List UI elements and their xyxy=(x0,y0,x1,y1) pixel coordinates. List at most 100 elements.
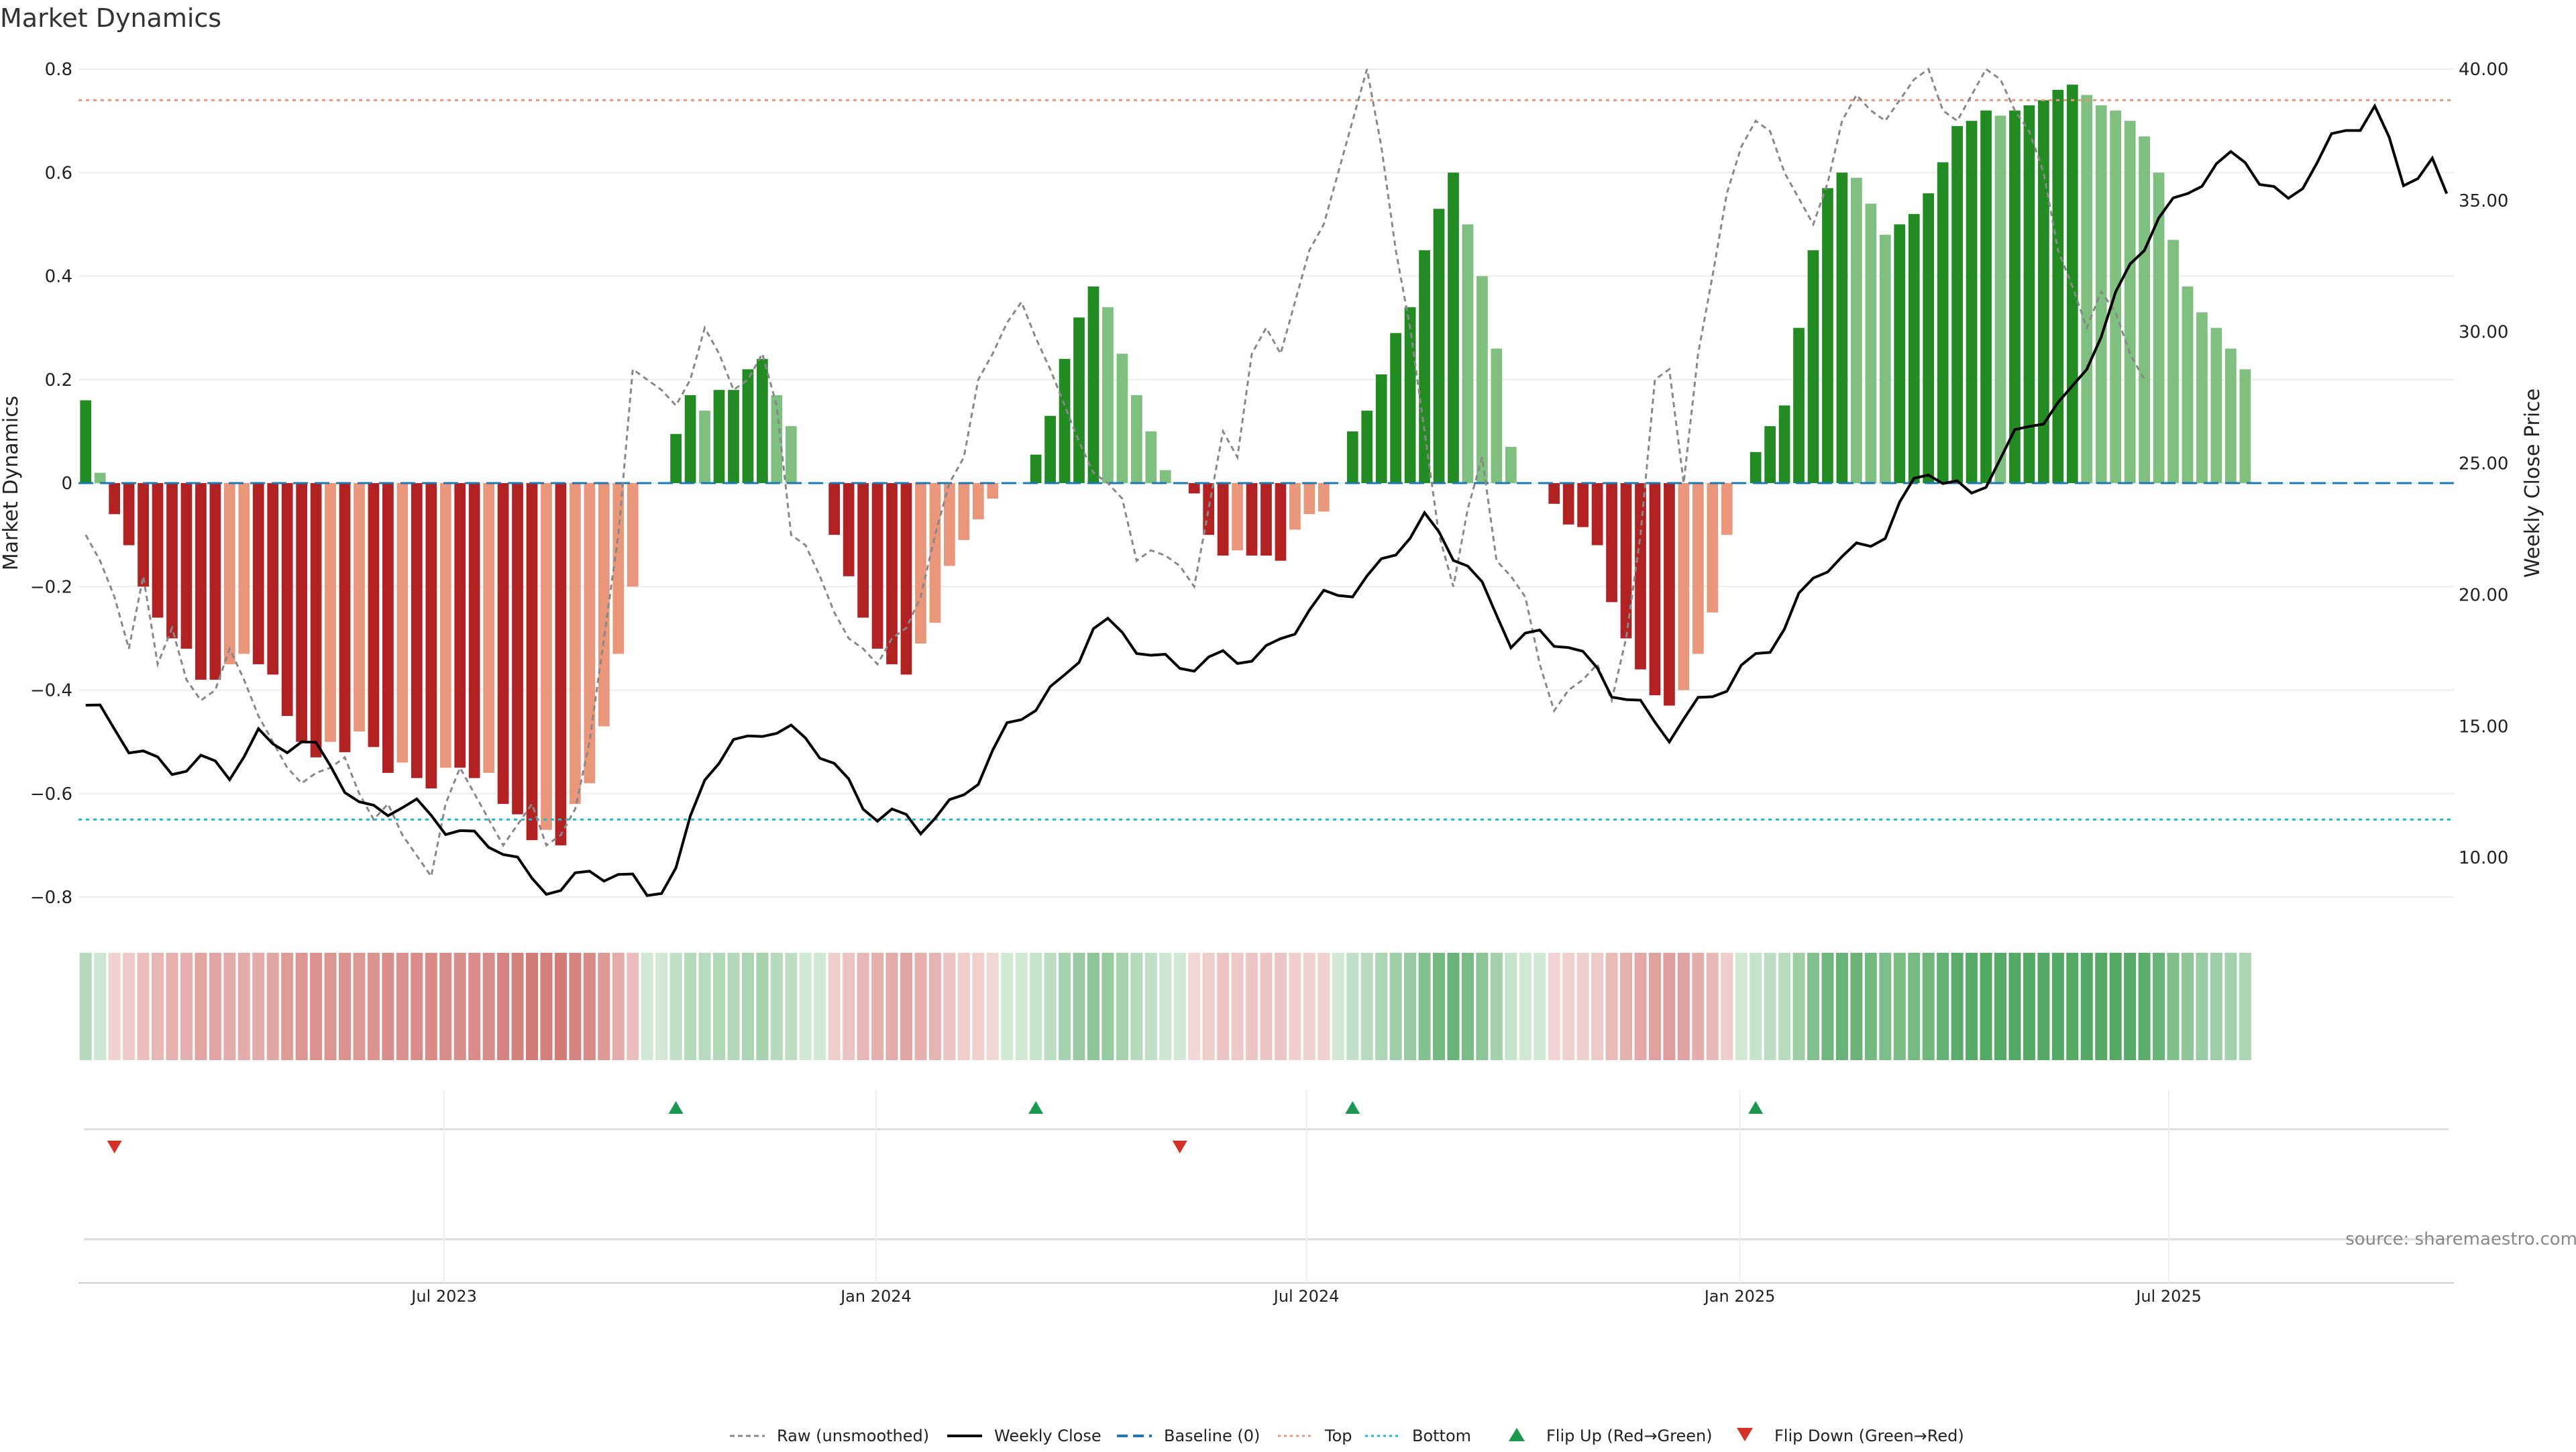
y-axis-label: Market Dynamics xyxy=(0,396,23,571)
momentum-bar xyxy=(1865,203,1877,483)
heatmap-cell xyxy=(1980,953,1992,1060)
heatmap-cell xyxy=(2109,953,2122,1060)
lines-layer xyxy=(78,67,2454,897)
momentum-bar xyxy=(915,483,926,644)
momentum-bar xyxy=(843,483,855,576)
momentum-bar xyxy=(1908,213,1920,483)
heatmap-cell xyxy=(1188,953,1201,1060)
momentum-bar xyxy=(454,483,466,768)
heatmap-cell xyxy=(1059,953,1071,1060)
flip-up-marker xyxy=(1028,1101,1044,1114)
heatmap-cell xyxy=(914,953,927,1060)
momentum-bar xyxy=(958,483,970,540)
momentum-bar xyxy=(943,483,955,566)
heatmap-cell xyxy=(1706,953,1719,1060)
heatmap-cell xyxy=(1821,953,1834,1060)
momentum-bar xyxy=(1419,250,1430,483)
bars-layer xyxy=(80,85,2251,845)
momentum-bar xyxy=(339,483,351,753)
momentum-bar xyxy=(1232,483,1243,551)
heatmap-cell xyxy=(310,953,323,1060)
heatmap-cell xyxy=(1476,953,1489,1060)
momentum-bar xyxy=(180,483,193,649)
heatmap-cell xyxy=(1922,953,1935,1060)
momentum-bar xyxy=(713,390,725,483)
y-tick-label: 0 xyxy=(61,474,72,494)
momentum-bar xyxy=(555,483,567,845)
momentum-bar xyxy=(1361,411,1373,483)
heatmap-cell xyxy=(627,953,639,1060)
heatmap-cell xyxy=(1764,953,1776,1060)
legend-label: Bottom xyxy=(1412,1427,1471,1445)
y2-tick-label: 35.00 xyxy=(2459,191,2508,211)
momentum-bar xyxy=(1894,224,1906,483)
heatmap-cell xyxy=(741,953,754,1060)
heatmap-cell xyxy=(209,953,221,1060)
momentum-bar xyxy=(1505,447,1517,483)
legend-item: Bottom xyxy=(1365,1427,1471,1445)
heatmap-cell xyxy=(1144,953,1157,1060)
momentum-bar xyxy=(1188,483,1200,494)
momentum-bar xyxy=(2081,95,2093,483)
heatmap-cell xyxy=(1433,953,1446,1060)
heatmap-cell xyxy=(799,953,812,1060)
momentum-bar xyxy=(2167,240,2179,483)
momentum-bar xyxy=(1923,193,1935,483)
heatmap-cell xyxy=(1778,953,1791,1060)
flip-up-marker xyxy=(1748,1101,1764,1114)
heatmap-cell xyxy=(2167,953,2180,1060)
flip-down-marker xyxy=(1172,1141,1187,1153)
momentum-bar xyxy=(2196,312,2208,483)
heatmap-cell xyxy=(1634,953,1647,1060)
momentum-bar xyxy=(1750,452,1762,483)
momentum-bar xyxy=(1260,483,1272,556)
momentum-bar xyxy=(368,483,380,747)
y-tick-label: −0.2 xyxy=(30,577,72,597)
flip-up-marker xyxy=(668,1101,684,1114)
momentum-bar xyxy=(1562,483,1574,525)
momentum-bar xyxy=(1203,483,1215,535)
heatmap-cell xyxy=(569,953,582,1060)
heatmap-cell xyxy=(1994,953,2007,1060)
momentum-bar xyxy=(1491,348,1503,483)
momentum-bar xyxy=(612,483,625,654)
x-tick-label: Jan 2025 xyxy=(1703,1287,1776,1306)
heatmap-cell xyxy=(928,953,941,1060)
momentum-bar xyxy=(670,433,682,483)
heatmap-cell xyxy=(1217,953,1230,1060)
heatmap-cell xyxy=(871,953,884,1060)
momentum-bar xyxy=(1303,483,1316,515)
momentum-bar xyxy=(1836,172,1848,483)
momentum-bar xyxy=(972,483,984,519)
momentum-bar xyxy=(238,483,250,654)
y-tick-label: −0.4 xyxy=(30,681,72,701)
momentum-bar xyxy=(2139,136,2150,483)
momentum-bar xyxy=(2153,172,2165,483)
momentum-bar xyxy=(1591,483,1603,546)
heatmap-cell xyxy=(1159,953,1172,1060)
momentum-bar xyxy=(1980,110,1992,483)
momentum-bar xyxy=(2110,110,2122,483)
heatmap-cell xyxy=(770,953,783,1060)
heatmap-cell xyxy=(1073,953,1085,1060)
heatmap-cell xyxy=(1648,953,1661,1060)
momentum-bar xyxy=(1620,483,1632,639)
heatmap-cell xyxy=(1692,953,1705,1060)
heatmap-cell xyxy=(1404,953,1417,1060)
momentum-bar xyxy=(1477,276,1488,483)
heatmap-cell xyxy=(1332,953,1344,1060)
heatmap-cell xyxy=(756,953,769,1060)
heatmap-cell xyxy=(1087,953,1099,1060)
momentum-bar xyxy=(771,395,783,483)
momentum-bar xyxy=(252,483,264,664)
y2-axis-label: Weekly Close Price xyxy=(2521,388,2544,578)
momentum-bar xyxy=(541,483,552,830)
heatmap-cell xyxy=(1562,953,1575,1060)
heatmap-cell xyxy=(411,953,423,1060)
momentum-bar xyxy=(1346,431,1358,483)
heatmap-cell xyxy=(2181,953,2194,1060)
heatmap-cell xyxy=(684,953,697,1060)
momentum-bar xyxy=(1318,483,1330,512)
momentum-bar xyxy=(152,483,164,618)
momentum-bar xyxy=(1044,415,1056,483)
